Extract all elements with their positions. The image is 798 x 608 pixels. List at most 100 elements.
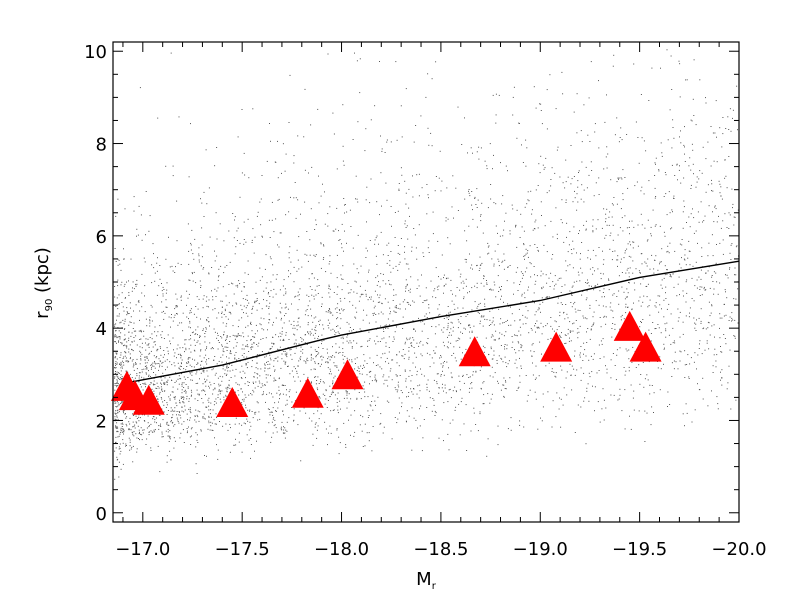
background-dot [114,286,116,287]
background-dot [179,322,181,324]
background-dot [394,387,396,389]
background-dot [511,347,513,348]
background-dot [174,365,176,367]
background-dot [348,393,350,395]
background-dot [256,309,258,311]
background-dot [221,380,223,382]
background-dot [293,366,295,368]
background-dot [229,423,231,425]
background-dot [623,291,625,293]
background-dot [401,355,403,357]
background-dot [665,286,667,288]
background-dot [624,215,626,217]
background-dot [504,259,506,261]
background-dot [162,419,164,421]
background-dot [239,242,241,244]
background-dot [227,429,229,431]
background-dot [186,290,188,292]
background-dot [288,270,289,272]
background-dot [150,368,152,370]
background-dot [209,325,210,327]
background-dot [207,375,209,377]
background-dot [624,428,626,430]
background-dot [531,355,533,357]
background-dot [116,382,118,384]
background-dot [657,324,659,325]
background-dot [136,283,138,285]
background-dot [294,352,296,354]
background-dot [328,327,330,329]
background-dot [540,275,542,277]
background-dot [288,211,290,213]
background-dot [119,336,121,338]
background-dot [729,349,731,351]
background-dot [148,426,150,428]
background-dot [210,348,212,350]
background-dot [643,295,645,297]
background-dot [155,387,157,389]
background-dot [149,325,151,327]
background-dot [181,392,183,394]
background-dot [163,318,165,320]
background-dot [666,273,668,275]
background-dot [257,402,259,404]
background-dot [397,418,399,420]
background-dot [540,311,541,313]
background-dot [120,374,122,376]
background-dot [688,240,690,242]
background-dot [375,378,377,380]
background-dot [510,417,512,419]
background-dot [642,319,644,320]
background-dot [412,175,413,177]
background-dot [283,426,284,428]
background-dot [187,223,189,225]
background-dot [296,372,298,374]
background-dot [336,429,338,431]
background-dot [431,326,433,327]
background-dot [284,315,285,317]
background-dot [532,229,534,231]
background-dot [121,281,123,283]
background-dot [550,220,552,222]
background-dot [228,284,230,285]
background-dot [117,376,119,378]
background-dot [375,314,377,315]
background-dot [503,301,504,303]
background-dot [340,408,341,410]
background-dot [623,367,625,368]
background-dot [433,350,435,352]
background-dot [418,195,420,197]
background-dot [639,383,641,385]
background-dot [469,291,470,293]
background-dot [711,275,713,276]
background-dot [604,315,606,317]
background-dot [135,421,137,423]
background-dot [194,359,196,361]
background-dot [201,256,203,258]
background-dot [154,419,156,421]
background-dot [204,349,206,351]
background-dot [280,232,282,234]
background-dot [184,339,186,341]
background-dot [388,362,390,364]
background-dot [188,176,190,178]
background-dot [206,320,208,322]
background-dot [177,324,179,326]
background-dot [554,172,556,174]
background-dot [700,308,702,310]
background-dot [293,420,294,422]
background-dot [255,411,257,413]
background-dot [455,187,457,189]
background-dot [189,410,191,412]
background-dot [244,174,246,176]
background-dot [506,280,508,282]
background-dot [673,368,675,370]
background-dot [131,348,132,350]
background-dot [336,428,338,430]
background-dot [171,422,173,424]
background-dot [312,321,314,323]
background-dot [548,277,550,279]
background-dot [270,375,271,377]
background-dot [200,350,202,352]
background-dot [219,390,221,392]
